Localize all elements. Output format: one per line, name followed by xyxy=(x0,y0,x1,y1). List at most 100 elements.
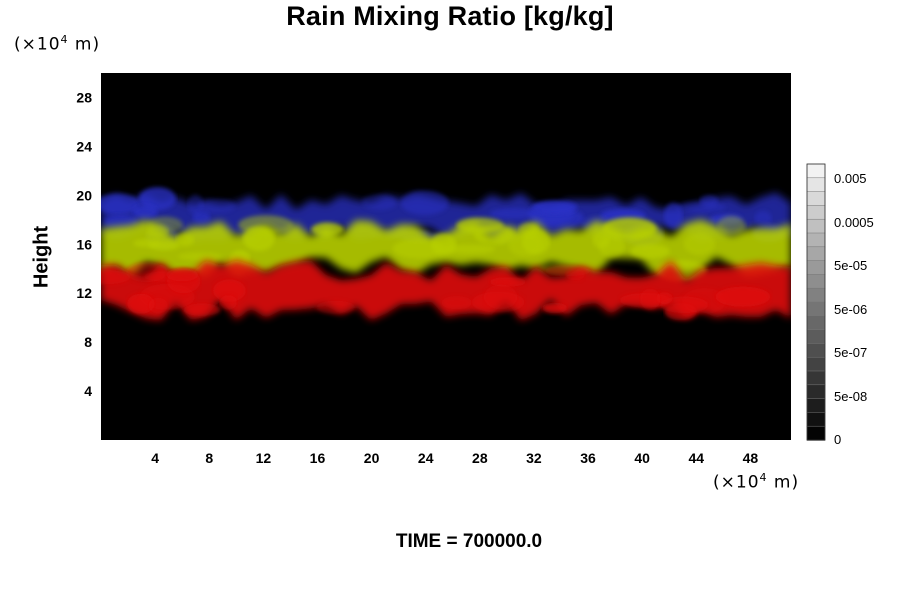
field-blob xyxy=(431,233,456,256)
field-blob xyxy=(545,265,591,277)
y-tick-label: 12 xyxy=(76,285,92,301)
colorbar-swatch xyxy=(806,398,826,414)
field-blob xyxy=(489,277,526,287)
field-blob xyxy=(101,193,140,215)
colorbar-swatch xyxy=(806,412,826,427)
y-tick-label: 8 xyxy=(84,334,92,350)
field-blob xyxy=(311,222,344,237)
field-blob xyxy=(456,217,504,234)
colorbar-border xyxy=(806,163,826,441)
colorbar-swatch xyxy=(806,329,826,345)
colorbar-swatch xyxy=(806,177,826,193)
field-blob xyxy=(531,200,578,214)
heatmap-field xyxy=(101,187,791,321)
field-blob xyxy=(166,268,199,282)
x-tick-label: 24 xyxy=(418,450,434,466)
field-blob xyxy=(592,231,610,249)
colorbar-label: 5e-07 xyxy=(834,345,867,360)
x-tick-label: 36 xyxy=(580,450,596,466)
field-blob xyxy=(715,286,771,307)
colorbar-swatch xyxy=(806,384,826,400)
field-blob xyxy=(183,303,221,316)
field-blob xyxy=(238,215,294,235)
field-blob xyxy=(602,217,657,240)
colorbar-swatch xyxy=(806,315,826,331)
x-tick-label: 20 xyxy=(364,450,380,466)
x-tick-label: 4 xyxy=(151,450,159,466)
colorbar-swatch xyxy=(806,260,826,276)
y-tick-label: 16 xyxy=(76,236,92,252)
field-layer xyxy=(101,260,791,321)
field-blob xyxy=(213,279,246,302)
x-tick-label: 44 xyxy=(689,450,705,466)
x-tick-label: 12 xyxy=(256,450,272,466)
field-blob xyxy=(640,288,661,310)
field-blob xyxy=(148,240,180,251)
field-blob xyxy=(177,252,222,261)
field-blob xyxy=(683,232,716,255)
y-tick-label: 20 xyxy=(76,187,92,203)
colorbar-swatch xyxy=(806,232,826,248)
field-blob xyxy=(441,296,472,310)
colorbar-swatch xyxy=(806,191,826,207)
field-blob xyxy=(146,224,169,239)
field-blob xyxy=(663,202,683,229)
field-blob xyxy=(127,293,155,314)
colorbar-swatch xyxy=(806,301,826,317)
colorbar-label: 0 xyxy=(834,432,841,447)
field-blob xyxy=(542,302,567,314)
colorbar-label: 5e-08 xyxy=(834,389,867,404)
field-blob xyxy=(717,216,746,236)
colorbar-swatch xyxy=(806,370,826,386)
field-blob xyxy=(138,187,177,211)
colorbar-swatch xyxy=(806,163,826,179)
field-blob xyxy=(361,194,397,210)
x-tick-label: 40 xyxy=(634,450,650,466)
field-blob xyxy=(187,194,204,214)
field-blob xyxy=(489,208,539,220)
colorbar-label: 0.0005 xyxy=(834,215,874,230)
y-tick-label: 28 xyxy=(76,89,92,105)
field-blob xyxy=(132,205,158,219)
x-axis-unit: (×104 m) xyxy=(713,471,800,493)
x-tick-label: 32 xyxy=(526,450,542,466)
x-tick-label: 28 xyxy=(472,450,488,466)
field-blob xyxy=(508,233,543,257)
colorbar-swatch xyxy=(806,274,826,289)
field-blob xyxy=(192,211,211,225)
colorbar-swatch xyxy=(806,287,826,303)
chart-title: Rain Mixing Ratio [kg/kg] xyxy=(286,1,614,31)
colorbar-label: 5e-05 xyxy=(834,258,867,273)
x-tick-label: 48 xyxy=(743,450,759,466)
field-blob xyxy=(660,296,709,313)
field-blob xyxy=(400,190,449,215)
field-blob xyxy=(656,292,673,304)
y-axis-unit: (×104 m) xyxy=(14,33,101,55)
colorbar-label: 5e-06 xyxy=(834,302,867,317)
colorbar-label: 0.005 xyxy=(834,171,867,186)
field-blob xyxy=(101,269,131,285)
field-blob xyxy=(316,300,355,314)
colorbar-swatch xyxy=(806,246,826,262)
x-tick-label: 16 xyxy=(310,450,326,466)
colorbar-swatch xyxy=(806,356,826,372)
y-tick-label: 24 xyxy=(76,138,92,154)
colorbar-swatch xyxy=(806,205,826,220)
colorbar-swatch xyxy=(806,218,826,234)
plot-area xyxy=(101,73,791,440)
x-tick-label: 8 xyxy=(205,450,213,466)
y-tick-label: 4 xyxy=(84,383,92,399)
time-label: TIME = 700000.0 xyxy=(395,531,543,552)
field-blob xyxy=(148,297,168,314)
colorbar-swatch xyxy=(806,343,826,358)
field-blob xyxy=(176,233,195,247)
colorbar-swatch xyxy=(806,425,826,441)
field-blob xyxy=(630,244,670,259)
field-blob xyxy=(198,199,236,213)
field-blob xyxy=(484,284,518,310)
field-blob xyxy=(754,211,772,226)
field-blob xyxy=(699,195,719,207)
field-blob xyxy=(219,295,237,310)
